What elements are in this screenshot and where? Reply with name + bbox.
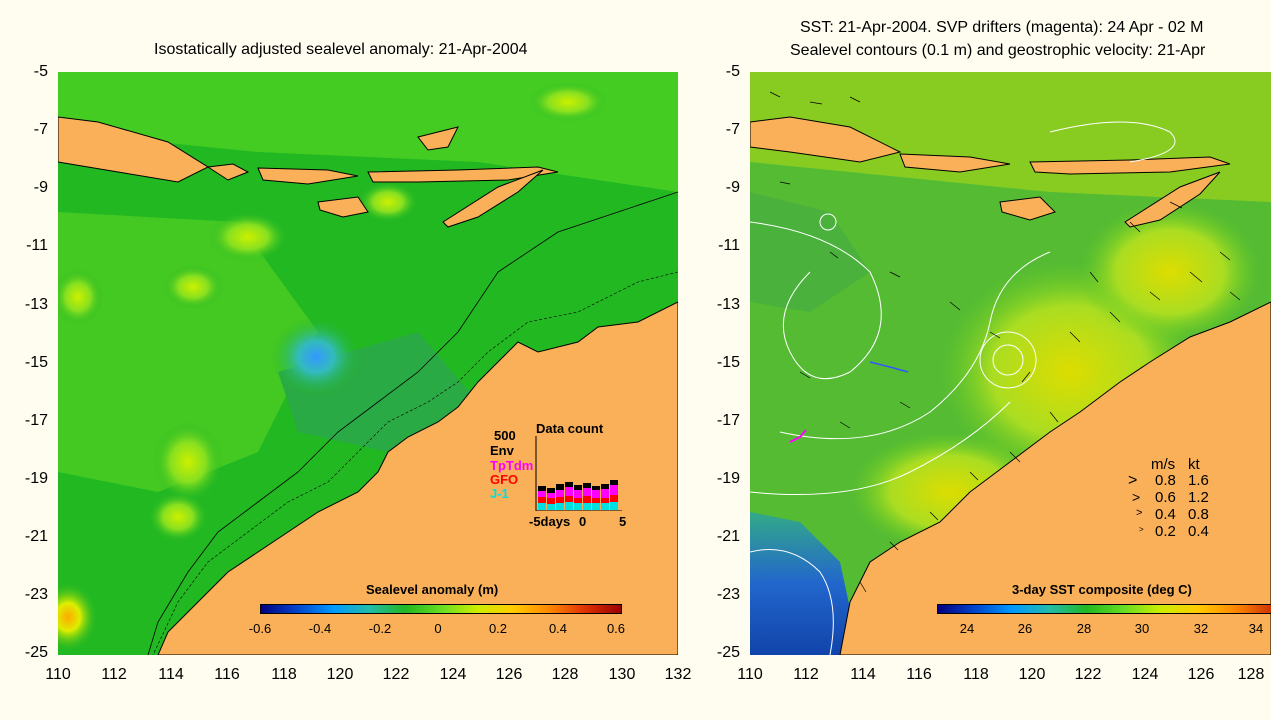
right-x-tick: 120 bbox=[1018, 666, 1046, 683]
right-colorbar-label: 30 bbox=[1134, 621, 1150, 636]
right-y-tick: -11 bbox=[718, 237, 740, 254]
left-y-tick: -17 bbox=[24, 412, 48, 429]
velocity-legend-kt: 1.6 bbox=[1188, 472, 1209, 489]
right-x-tick: 126 bbox=[1187, 666, 1215, 683]
right-y-tick: -21 bbox=[716, 528, 740, 545]
velocity-legend-kt: 0.4 bbox=[1188, 523, 1209, 540]
left-y-tick: -19 bbox=[24, 470, 48, 487]
right-colorbar-label: 24 bbox=[959, 621, 975, 636]
data-count-scale: 500 bbox=[494, 428, 516, 443]
left-colorbar-label: 0.2 bbox=[488, 621, 508, 636]
left-x-tick: 116 bbox=[214, 666, 240, 683]
left-colorbar-label: -0.2 bbox=[368, 621, 392, 636]
left-x-tick: 126 bbox=[495, 666, 523, 683]
velocity-legend-kt: 1.2 bbox=[1188, 489, 1209, 506]
right-x-tick: 122 bbox=[1074, 666, 1102, 683]
right-y-tick: -5 bbox=[725, 63, 740, 80]
right-y-tick: -13 bbox=[716, 296, 740, 313]
right-x-tick: 112 bbox=[793, 666, 819, 683]
sealevel-anomaly-map bbox=[58, 72, 678, 655]
left-y-tick: -7 bbox=[33, 121, 48, 138]
left-y-tick: -15 bbox=[24, 354, 48, 371]
right-x-tick: 114 bbox=[850, 666, 876, 683]
left-x-tick: 112 bbox=[101, 666, 127, 683]
left-y-tick: -25 bbox=[24, 644, 48, 661]
left-y-tick: -11 bbox=[26, 237, 48, 254]
velocity-arrow-icon: > bbox=[1136, 507, 1143, 519]
right-x-tick: 128 bbox=[1237, 666, 1265, 683]
left-y-tick: -5 bbox=[33, 63, 48, 80]
left-y-tick: -9 bbox=[33, 179, 48, 196]
velocity-legend-header-ms: m/s bbox=[1151, 456, 1176, 473]
left-colorbar-label: 0.6 bbox=[606, 621, 626, 636]
left-y-tick: -13 bbox=[24, 296, 48, 313]
left-x-tick: 110 bbox=[45, 666, 71, 683]
sst-colorbar bbox=[937, 604, 1271, 614]
sealevel-colorbar bbox=[260, 604, 622, 614]
left-x-tick: 118 bbox=[271, 666, 297, 683]
left-y-tick: -21 bbox=[24, 528, 48, 545]
left-x-tick: 114 bbox=[158, 666, 184, 683]
right-colorbar-label: 32 bbox=[1193, 621, 1209, 636]
data-count-axis-zero: 0 bbox=[579, 514, 587, 529]
velocity-legend-ms: 0.4 bbox=[1155, 506, 1176, 523]
velocity-legend-kt: 0.8 bbox=[1188, 506, 1209, 523]
data-count-axis-end: 5 bbox=[619, 514, 627, 529]
right-colorbar-label: 26 bbox=[1017, 621, 1033, 636]
velocity-arrow-icon: > bbox=[1132, 489, 1141, 505]
sst-map bbox=[750, 72, 1271, 655]
right-colorbar-label: 28 bbox=[1076, 621, 1092, 636]
right-y-tick: -9 bbox=[725, 179, 740, 196]
right-colorbar-title: 3-day SST composite (deg C) bbox=[1012, 582, 1192, 597]
data-count-title: Data count bbox=[536, 421, 604, 436]
data-count-chart bbox=[534, 436, 622, 512]
right-y-tick: -15 bbox=[716, 354, 740, 371]
left-y-tick: -23 bbox=[24, 586, 48, 603]
right-y-tick: -7 bbox=[725, 121, 740, 138]
left-colorbar-label: -0.6 bbox=[248, 621, 272, 636]
left-map-title: Isostatically adjusted sealevel anomaly:… bbox=[154, 41, 528, 58]
mission-gfo: GFO bbox=[490, 472, 519, 487]
right-y-tick: -19 bbox=[716, 470, 740, 487]
mission-tptdm: TpTdm bbox=[490, 458, 534, 473]
right-x-tick: 118 bbox=[963, 666, 989, 683]
left-x-tick: 132 bbox=[664, 666, 692, 683]
left-x-tick: 124 bbox=[439, 666, 467, 683]
left-colorbar-label: -0.4 bbox=[308, 621, 332, 636]
left-colorbar-label: 0 bbox=[434, 621, 442, 636]
right-map-title-line2: Sealevel contours (0.1 m) and geostrophi… bbox=[790, 42, 1206, 59]
right-x-tick: 124 bbox=[1131, 666, 1159, 683]
right-y-tick: -25 bbox=[716, 644, 740, 661]
mission-j1: J-1 bbox=[490, 486, 509, 501]
left-colorbar-title: Sealevel anomaly (m) bbox=[366, 582, 499, 597]
right-x-tick: 116 bbox=[906, 666, 932, 683]
left-colorbar-label: 0.4 bbox=[548, 621, 568, 636]
right-y-tick: -23 bbox=[716, 586, 740, 603]
left-x-tick: 130 bbox=[608, 666, 636, 683]
right-map-title-line1: SST: 21-Apr-2004. SVP drifters (magenta)… bbox=[800, 19, 1204, 36]
velocity-legend-ms: 0.2 bbox=[1155, 523, 1176, 540]
velocity-legend-ms: 0.6 bbox=[1155, 489, 1176, 506]
velocity-legend-ms: 0.8 bbox=[1155, 472, 1176, 489]
velocity-arrow-icon: > bbox=[1128, 472, 1138, 489]
left-x-tick: 120 bbox=[326, 666, 354, 683]
left-x-tick: 122 bbox=[382, 666, 410, 683]
left-x-tick: 128 bbox=[551, 666, 579, 683]
data-count-axis-start: -5days bbox=[529, 514, 571, 529]
mission-env: Env bbox=[490, 443, 514, 458]
right-x-tick: 110 bbox=[737, 666, 763, 683]
right-y-tick: -17 bbox=[716, 412, 740, 429]
right-colorbar-label: 34 bbox=[1248, 621, 1264, 636]
velocity-legend-header-kt: kt bbox=[1188, 456, 1200, 473]
velocity-arrow-icon: > bbox=[1139, 525, 1144, 534]
